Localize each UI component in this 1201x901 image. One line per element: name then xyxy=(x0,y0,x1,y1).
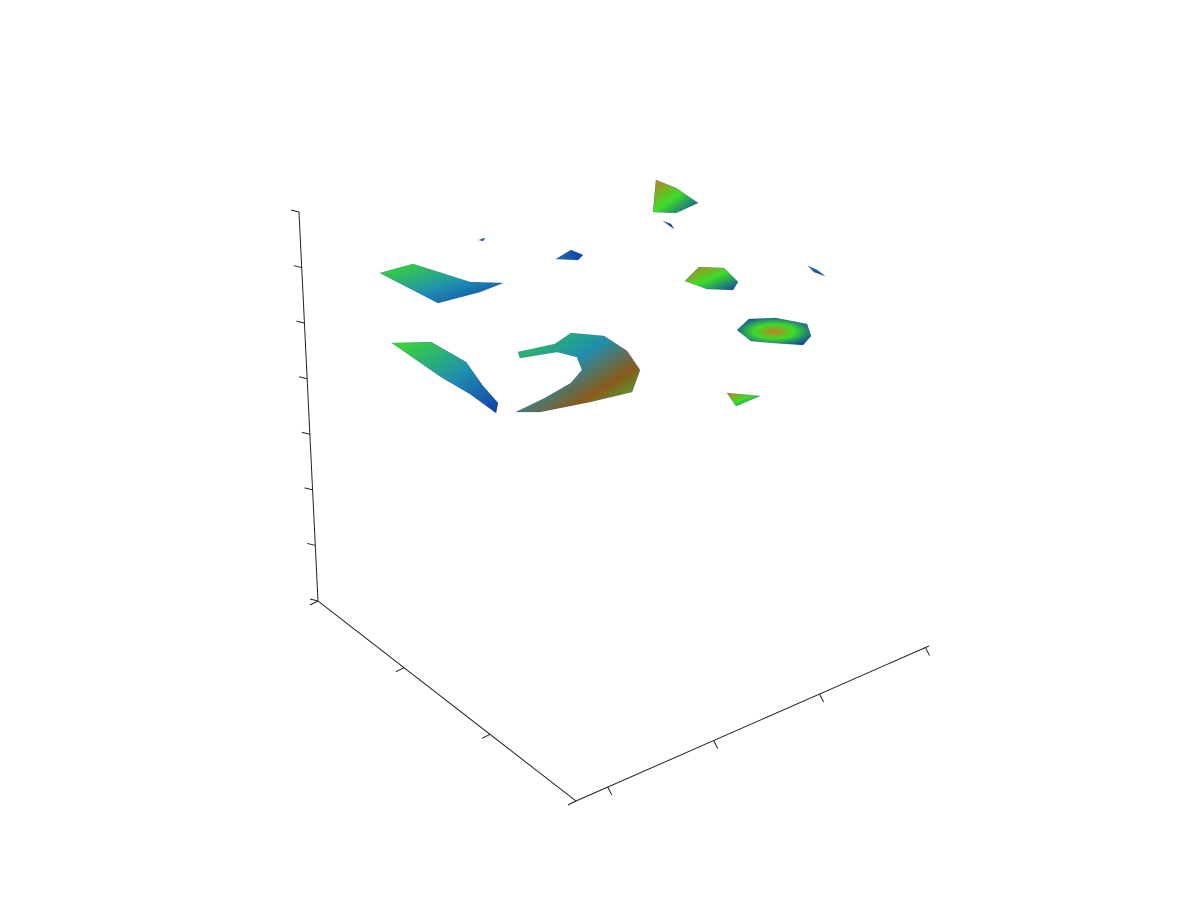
surface-patches xyxy=(379,179,826,414)
x-axis-tick xyxy=(819,693,825,703)
y-axis-tick xyxy=(395,667,405,673)
z-axis-tick xyxy=(309,598,319,602)
z-axis-tick xyxy=(307,542,316,546)
patch-sliver-a xyxy=(662,220,675,230)
x-axis-line xyxy=(575,645,930,802)
patch-small-triangle xyxy=(726,392,761,407)
z-axis-tick xyxy=(301,431,310,435)
z-axis-tick xyxy=(304,487,313,491)
patch-small-1 xyxy=(554,249,584,261)
y-axis-tick xyxy=(481,733,491,739)
patch-left-upper xyxy=(379,263,504,304)
patch-sliver-c xyxy=(477,237,486,242)
z-axis-line xyxy=(298,211,319,602)
patch-crescent xyxy=(515,332,641,413)
axes-group xyxy=(290,209,930,806)
y-axis-tick xyxy=(567,800,577,806)
y-axis-tick xyxy=(309,600,319,606)
z-axis-tick xyxy=(293,265,302,269)
z-axis-tick xyxy=(296,320,305,324)
z-axis-tick xyxy=(299,376,308,380)
x-axis-tick xyxy=(925,647,930,656)
y-axis-line xyxy=(317,600,577,802)
patch-sliver-b xyxy=(807,265,826,277)
patch-right-blob xyxy=(736,317,812,346)
z-axis-tick xyxy=(290,209,300,213)
x-axis-tick xyxy=(607,786,613,796)
patch-mid-right xyxy=(684,266,739,291)
x-axis-tick xyxy=(713,740,719,749)
patch-left-lower xyxy=(391,341,499,414)
patch-top-triangle xyxy=(652,179,699,214)
